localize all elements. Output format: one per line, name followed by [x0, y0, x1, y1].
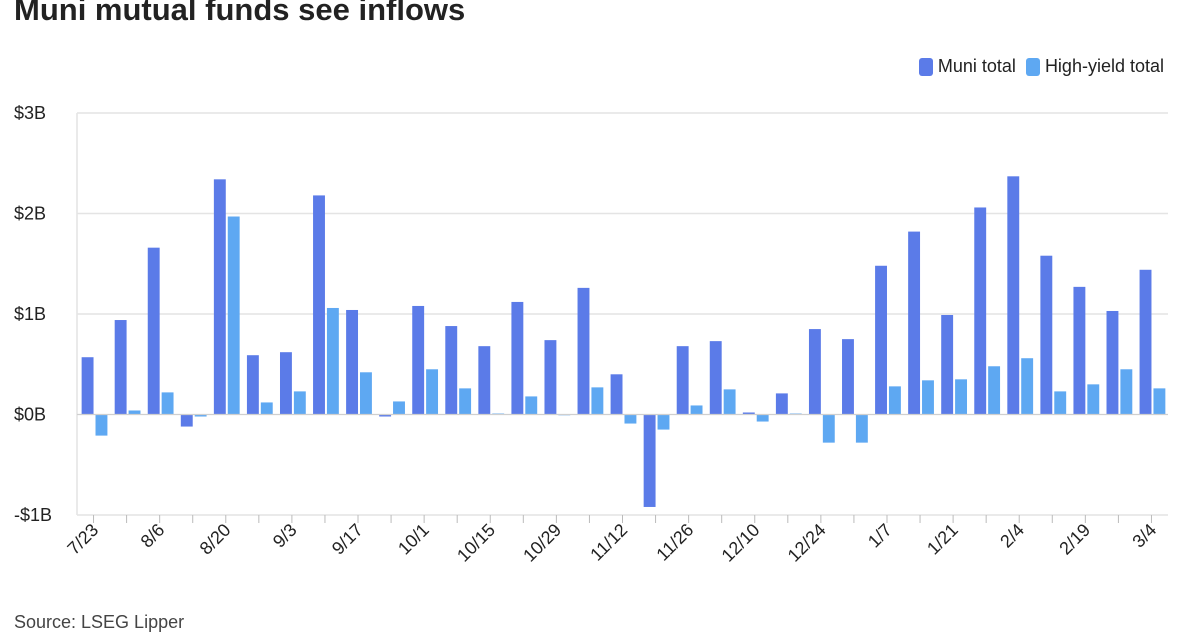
- x-tick-label: 12/24: [784, 520, 830, 566]
- bar-high-yield-total: [1021, 358, 1034, 415]
- y-tick-label: -$1B: [14, 505, 52, 525]
- x-tick-label: 1/7: [864, 520, 896, 552]
- bar-high-yield-total: [260, 402, 273, 415]
- bar-high-yield-total: [1087, 384, 1100, 415]
- bar-muni-total: [842, 339, 854, 415]
- x-tick-label: 9/3: [269, 520, 301, 552]
- legend-item-muni-total: Muni total: [918, 56, 1016, 77]
- bar-high-yield-total: [855, 414, 868, 443]
- bar-muni-total: [379, 414, 392, 417]
- bar-muni-total: [279, 352, 292, 415]
- bar-high-yield-total: [591, 387, 604, 415]
- bar-high-yield-total: [128, 410, 141, 415]
- bar-muni-total: [643, 414, 656, 507]
- bar-muni-total: [709, 341, 722, 415]
- legend-swatch-high-yield-total: [1025, 57, 1040, 76]
- bar-muni-total: [478, 346, 491, 415]
- bar-high-yield-total: [293, 391, 306, 415]
- bar-high-yield-total: [227, 216, 240, 415]
- bar-muni-total: [875, 265, 887, 415]
- bar-high-yield-total: [95, 414, 108, 436]
- bar-high-yield-total: [1153, 388, 1166, 415]
- x-tick-label: 2/19: [1055, 520, 1094, 559]
- bar-high-yield-total: [888, 386, 901, 415]
- bar-muni-total: [941, 315, 954, 415]
- bar-muni-total: [511, 301, 524, 415]
- bar-high-yield-total: [955, 379, 967, 415]
- x-tick-label: 10/15: [453, 520, 499, 566]
- x-tick-label: 10/1: [394, 520, 433, 559]
- legend-swatch-muni-total: [918, 57, 933, 76]
- x-tick-label: 8/6: [137, 520, 169, 552]
- bar-high-yield-total: [922, 380, 934, 415]
- bar-muni-total: [1007, 176, 1020, 415]
- x-tick-label: 1/21: [923, 520, 962, 559]
- bar-high-yield-total: [426, 369, 439, 415]
- bar-high-yield-total: [359, 372, 372, 415]
- bar-muni-total: [213, 179, 226, 415]
- bar-muni-total: [775, 393, 788, 415]
- bar-muni-total: [313, 195, 325, 415]
- y-tick-label: $3B: [14, 103, 46, 123]
- bar-high-yield-total: [822, 414, 835, 443]
- y-tick-label: $0B: [14, 405, 46, 425]
- bar-high-yield-total: [988, 366, 1001, 415]
- bar-muni-total: [346, 309, 359, 415]
- bar-muni-total: [544, 340, 557, 415]
- bar-muni-total: [1073, 286, 1086, 415]
- bar-high-yield-total: [194, 414, 207, 417]
- bar-muni-total: [808, 329, 821, 415]
- legend: Muni total High-yield total: [918, 56, 1164, 77]
- bar-high-yield-total: [326, 307, 339, 415]
- bar-high-yield-total: [624, 414, 637, 424]
- legend-item-high-yield-total: High-yield total: [1025, 56, 1164, 77]
- bar-muni-total: [147, 247, 160, 415]
- bar-high-yield-total: [723, 389, 736, 415]
- bar-high-yield-total: [657, 414, 670, 430]
- x-tick-label: 12/10: [718, 520, 764, 566]
- x-tick-label: 7/23: [63, 520, 102, 559]
- bar-high-yield-total: [690, 405, 703, 415]
- bar-muni-total: [742, 412, 755, 415]
- bar-high-yield-total: [756, 414, 769, 422]
- bar-high-yield-total: [1054, 391, 1067, 415]
- x-tick-label: 9/17: [328, 520, 367, 559]
- bar-high-yield-total: [161, 392, 174, 415]
- x-tick-label: 10/29: [519, 520, 565, 566]
- x-tick-label: 11/12: [586, 520, 631, 565]
- x-tick-label: 8/20: [196, 520, 235, 559]
- bar-muni-total: [577, 287, 590, 415]
- bar-high-yield-total: [459, 388, 472, 415]
- bar-muni-total: [246, 355, 259, 415]
- bar-muni-total: [676, 346, 689, 415]
- x-tick-label: 2/4: [996, 520, 1028, 552]
- bar-muni-total: [610, 374, 623, 415]
- y-tick-label: $1B: [14, 304, 46, 324]
- bar-muni-total: [180, 414, 193, 427]
- bar-muni-total: [1040, 255, 1053, 415]
- bar-muni-total: [1139, 269, 1152, 415]
- x-tick-label: 11/26: [652, 520, 697, 565]
- legend-label-high-yield-total: High-yield total: [1044, 56, 1164, 76]
- bar-high-yield-total: [393, 401, 405, 415]
- chart-title: Muni mutual funds see inflows: [14, 0, 466, 27]
- bar-muni-total: [412, 305, 425, 415]
- bar-muni-total: [445, 326, 458, 415]
- bar-muni-total: [908, 231, 921, 415]
- bar-muni-total: [974, 207, 987, 415]
- y-tick-label: $2B: [14, 204, 46, 224]
- bar-muni-total: [81, 357, 94, 415]
- legend-label-muni-total: Muni total: [937, 56, 1016, 76]
- x-tick-label: 3/4: [1128, 520, 1160, 552]
- bar-muni-total: [1106, 310, 1119, 415]
- bar-high-yield-total: [525, 396, 538, 415]
- bar-high-yield-total: [1120, 369, 1133, 415]
- bar-muni-total: [114, 320, 127, 415]
- source-note: Source: LSEG Lipper: [14, 612, 185, 632]
